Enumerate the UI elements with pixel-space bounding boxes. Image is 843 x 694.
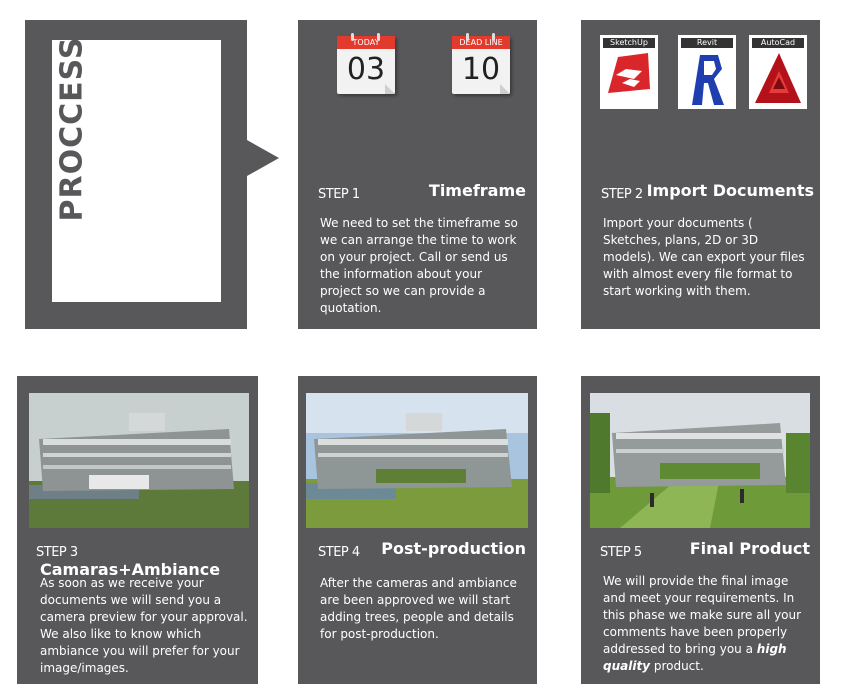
step3-text: As soon as we receive your documents we … bbox=[40, 576, 248, 675]
step5-header: STEP 5 Final Product bbox=[600, 539, 812, 560]
step5-text: We will provide the final image and meet… bbox=[603, 573, 813, 675]
step5-text-emphasis: high quality bbox=[603, 642, 787, 673]
building-render-icon bbox=[306, 393, 528, 528]
step4-render-image bbox=[306, 393, 528, 528]
step-number: STEP 5 bbox=[600, 545, 642, 560]
step3-header: STEP 3 Camaras+Ambiance bbox=[36, 541, 251, 579]
step-title: Timeframe bbox=[428, 181, 526, 200]
step-title: Post-production bbox=[381, 539, 526, 558]
calendar-today-icon: TODAY 03 bbox=[337, 33, 395, 94]
process-white-box bbox=[52, 40, 221, 302]
step4-text: After the cameras and ambiance are been … bbox=[320, 576, 517, 641]
app-label: Revit bbox=[681, 38, 733, 48]
step-title: Camaras+Ambiance bbox=[40, 560, 221, 579]
app-label: SketchUp bbox=[603, 38, 655, 48]
autocad-icon bbox=[755, 53, 801, 103]
process-title: PROCCESS bbox=[54, 36, 90, 222]
step1-header: STEP 1 Timeframe bbox=[318, 181, 528, 202]
revit-icon bbox=[692, 55, 724, 105]
process-arrow bbox=[247, 140, 279, 176]
step-title: Import Documents bbox=[646, 181, 814, 200]
calendar-day: 10 bbox=[461, 52, 501, 87]
step2-header: STEP 2 Import Documents bbox=[601, 181, 816, 202]
step-number: STEP 2 bbox=[601, 187, 643, 202]
calendar-label: TODAY bbox=[337, 36, 395, 49]
building-render-icon bbox=[29, 393, 249, 528]
step-number: STEP 4 bbox=[318, 545, 360, 560]
sketchup-app: SketchUp bbox=[600, 35, 658, 109]
bubble-notch bbox=[221, 146, 233, 170]
calendar-day: 03 bbox=[346, 52, 386, 87]
sketchup-icon bbox=[608, 53, 650, 93]
step-title: Final Product bbox=[689, 539, 810, 558]
revit-app: Revit bbox=[678, 35, 736, 109]
step2-text: Import your documents ( Sketches, plans,… bbox=[603, 216, 805, 298]
step1-text: We need to set the timeframe so we can a… bbox=[320, 216, 518, 315]
app-label: AutoCad bbox=[752, 38, 804, 48]
step-number: STEP 1 bbox=[318, 187, 360, 202]
calendar-label: DEAD LINE bbox=[452, 36, 510, 49]
step4-header: STEP 4 Post-production bbox=[318, 539, 528, 560]
step5-text-end: product. bbox=[650, 659, 704, 673]
building-render-icon bbox=[590, 393, 810, 528]
calendar-deadline-icon: DEAD LINE 10 bbox=[452, 33, 510, 94]
step3-render-image bbox=[29, 393, 249, 528]
step5-render-image bbox=[590, 393, 810, 528]
step-number: STEP 3 bbox=[36, 545, 78, 560]
autocad-app: AutoCad bbox=[749, 35, 807, 109]
step5-text-main: We will provide the final image and meet… bbox=[603, 574, 802, 656]
